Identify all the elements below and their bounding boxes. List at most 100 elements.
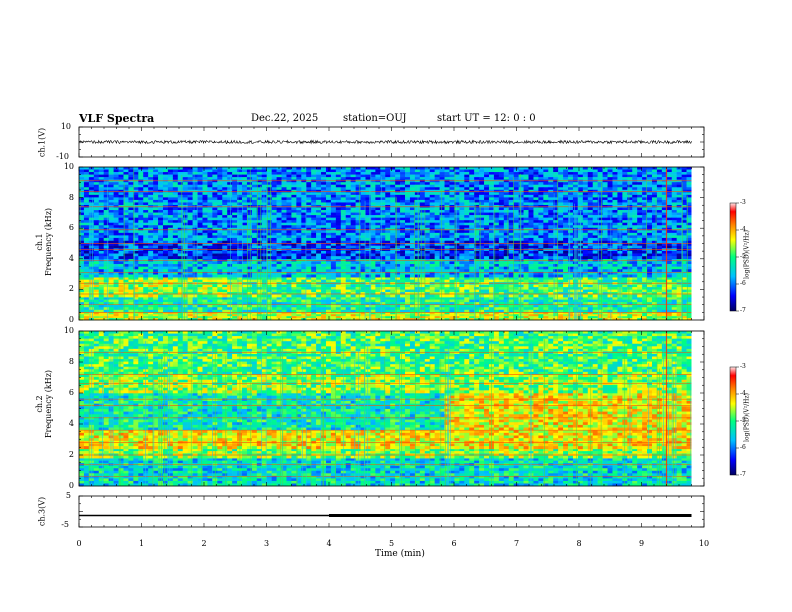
spectrogram-cell — [207, 243, 213, 246]
spectrogram-cell — [237, 261, 243, 265]
spectrogram-cell — [538, 256, 544, 260]
spectrogram-cell — [676, 243, 682, 246]
spectrogram-cell — [484, 269, 490, 273]
spectrogram-cell — [380, 243, 386, 246]
spectrogram-cell — [79, 289, 85, 293]
spectrogram-cell — [261, 292, 267, 295]
spectrogram-cell — [449, 250, 455, 254]
spectrogram-cell — [513, 309, 519, 313]
spectrogram-cell — [474, 271, 480, 275]
spectrogram-cell — [148, 269, 154, 273]
spectrogram-cell — [93, 307, 100, 311]
spectrogram-ytick-label: 8 — [68, 357, 74, 366]
spectrogram-cell — [493, 167, 500, 170]
spectrogram-cell — [681, 318, 687, 321]
spectrogram-cell — [602, 297, 608, 300]
spectrogram-cell — [538, 292, 544, 295]
spectrogram-cell — [276, 243, 282, 246]
spectrogram-cell — [103, 297, 109, 300]
spectrogram-cell — [123, 243, 129, 246]
spectrogram-cell — [370, 312, 376, 315]
spectrogram-cell — [602, 316, 608, 319]
spectrogram-cell — [400, 294, 406, 298]
spectrogram-cell — [162, 309, 169, 313]
spectrogram-cell — [543, 167, 549, 170]
spectrogram-cell — [528, 177, 534, 180]
spectrogram-cell — [400, 279, 406, 283]
spectrogram-cell — [375, 312, 381, 315]
spectrogram-cell — [375, 266, 381, 270]
spectrogram-cell — [335, 172, 342, 175]
spectrogram-cell — [187, 302, 193, 305]
spectrogram-cell — [572, 167, 579, 170]
spectrogram-cell — [276, 294, 282, 298]
spectrogram-cell — [484, 279, 490, 283]
spectrogram-cell — [256, 292, 263, 295]
spectrogram-cell — [365, 274, 371, 278]
spectrogram-cell — [108, 271, 114, 275]
spectrogram-cell — [350, 261, 356, 265]
spectrogram-cell — [192, 266, 198, 270]
spectrogram-cell — [118, 269, 124, 273]
spectrogram-cell — [656, 250, 663, 254]
spectrogram-cell — [558, 312, 564, 315]
spectrogram-cell — [237, 269, 243, 273]
spectrogram-cell — [607, 177, 613, 180]
spectrogram-cell — [538, 287, 544, 290]
spectrogram-cell — [434, 294, 440, 298]
spectrogram-cell — [187, 279, 193, 283]
spectrogram-cell — [207, 314, 213, 317]
spectrogram-cell — [113, 302, 119, 305]
spectrogram-cell — [474, 169, 480, 173]
spectrogram-cell — [276, 299, 282, 303]
spectrogram-cell — [444, 312, 450, 315]
spectrogram-cell — [612, 292, 618, 295]
spectrogram-cell — [612, 309, 618, 313]
spectrogram-cell — [301, 253, 307, 257]
spectrogram-cell — [439, 318, 445, 321]
spectrogram-cell — [222, 289, 228, 293]
spectrogram-cell — [108, 316, 114, 319]
spectrogram-cell — [316, 312, 322, 315]
spectrogram-cell — [681, 312, 687, 315]
spectrogram-cell — [637, 245, 643, 249]
spectrogram-cell — [380, 289, 386, 293]
spectrogram-cell — [474, 243, 480, 246]
spectrogram-cell — [627, 269, 633, 273]
spectrogram-cell — [479, 304, 485, 308]
spectrogram-cell — [172, 294, 179, 298]
spectrogram-cell — [217, 250, 223, 254]
spectrogram-cell — [503, 177, 510, 180]
spectrogram-cell — [266, 279, 272, 283]
spectrogram-cell — [177, 264, 184, 267]
spectrogram-cell — [434, 243, 440, 246]
spectrogram-cell — [434, 174, 440, 178]
spectrogram-cell — [242, 243, 248, 246]
spectrogram-cell — [523, 253, 529, 257]
spectrogram-cell — [143, 302, 149, 305]
spectrogram-cell — [296, 184, 302, 188]
spectrogram-cell — [153, 269, 159, 273]
spectrogram-cell — [488, 294, 495, 298]
spectrogram-cell — [414, 174, 421, 178]
spectrogram-cell — [612, 314, 618, 317]
spectrogram-cell — [528, 256, 534, 260]
spectrogram-cell — [612, 182, 618, 186]
spectrogram-cell — [612, 302, 618, 305]
spectrogram-cell — [281, 309, 287, 313]
spectrogram-cell — [666, 274, 673, 278]
spectrogram-cell — [681, 253, 687, 257]
spectrogram-cell — [533, 245, 539, 249]
spectrogram-cell — [622, 253, 628, 257]
spectrogram-cell — [395, 256, 401, 260]
spectrogram-cell — [568, 243, 574, 246]
spectrogram-cell — [172, 299, 179, 303]
spectrogram-cell — [528, 318, 534, 321]
spectrogram-cell — [108, 274, 114, 278]
spectrogram-cell — [380, 261, 386, 265]
spectrogram-cell — [148, 264, 154, 267]
spectrogram-cell — [113, 182, 119, 186]
spectrogram-cell — [484, 314, 490, 317]
spectrogram-cell — [439, 184, 445, 188]
spectrogram-cell — [286, 271, 292, 275]
